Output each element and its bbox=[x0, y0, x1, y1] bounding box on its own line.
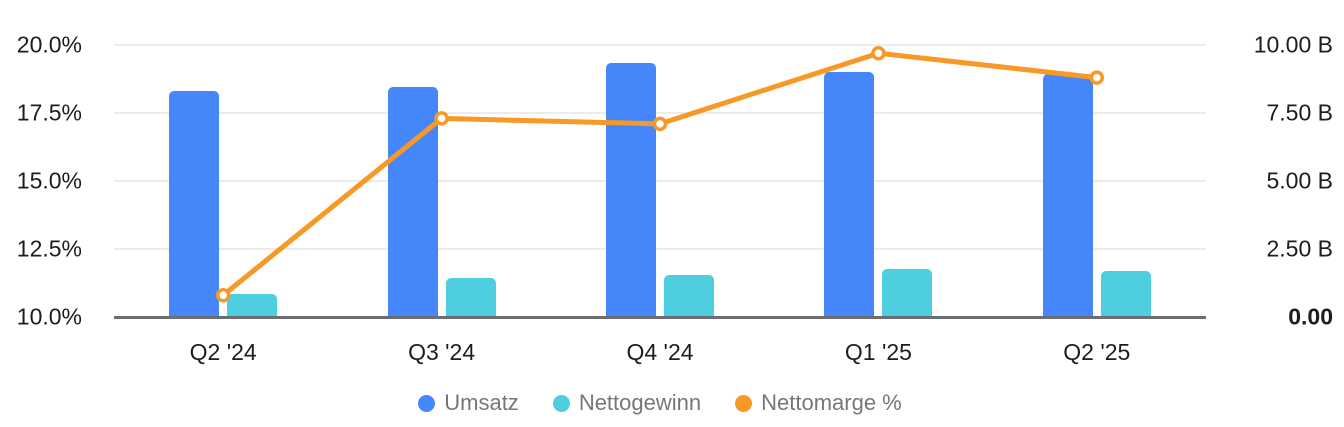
line-point-marker[interactable] bbox=[434, 111, 449, 126]
plot-area bbox=[114, 44, 1206, 319]
left-axis-tick: 15.0% bbox=[16, 167, 82, 194]
legend-dot-icon bbox=[418, 394, 436, 412]
x-axis-label: Q2 '25 bbox=[1063, 339, 1131, 365]
line-point-marker[interactable] bbox=[652, 116, 668, 132]
x-axis-label: Q2 '24 bbox=[189, 339, 257, 365]
right-axis-tick: 5.00 B bbox=[1266, 167, 1334, 194]
legend: Umsatz Nettogewinn Nettomarge % bbox=[114, 388, 1206, 418]
bar-nettogewinn[interactable] bbox=[227, 293, 278, 317]
legend-item-umsatz[interactable]: Umsatz bbox=[418, 392, 519, 414]
bar-nettogewinn[interactable] bbox=[1100, 271, 1151, 317]
line-point-marker[interactable] bbox=[871, 45, 886, 61]
left-axis-tick: 10.0% bbox=[16, 303, 82, 330]
bar-nettogewinn[interactable] bbox=[445, 278, 496, 317]
x-axis: Q2 '24 Q3 '24 Q4 '24 Q1 '25 Q2 '25 bbox=[114, 338, 1206, 366]
left-axis-tick: 20.0% bbox=[16, 31, 82, 58]
right-axis-tick: 0.00 bbox=[1288, 303, 1333, 330]
margin-line bbox=[220, 50, 1100, 298]
gridline bbox=[114, 180, 1206, 182]
bar-umsatz[interactable] bbox=[824, 72, 875, 317]
x-axis-line bbox=[114, 316, 1206, 319]
x-axis-label: Q4 '24 bbox=[626, 339, 694, 365]
line-series bbox=[215, 45, 1105, 303]
x-axis-label: Q1 '25 bbox=[844, 339, 912, 365]
legend-label: Nettogewinn bbox=[578, 390, 702, 415]
right-axis-tick: 10.00 B bbox=[1253, 31, 1333, 58]
legend-dot-icon bbox=[552, 394, 570, 412]
legend-label: Nettomarge % bbox=[761, 390, 902, 415]
bar-nettogewinn[interactable] bbox=[882, 269, 933, 317]
right-axis: 10.00 B 7.50 B 5.00 B 2.50 B 0.00 bbox=[1213, 33, 1334, 328]
x-axis-label: Q3 '24 bbox=[408, 339, 476, 365]
legend-item-nettomarge[interactable]: Nettomarge % bbox=[735, 392, 902, 414]
gridline bbox=[114, 248, 1206, 250]
gridline bbox=[114, 112, 1206, 114]
bar-umsatz[interactable] bbox=[1042, 73, 1093, 317]
legend-item-nettogewinn[interactable]: Nettogewinn bbox=[552, 390, 702, 415]
bar-umsatz[interactable] bbox=[169, 91, 220, 317]
bar-umsatz[interactable] bbox=[606, 62, 656, 317]
line-point-marker[interactable] bbox=[215, 287, 231, 303]
line-point-marker[interactable] bbox=[1089, 70, 1105, 85]
left-axis-tick: 12.5% bbox=[16, 235, 82, 262]
legend-label: Umsatz bbox=[444, 390, 519, 415]
gridline bbox=[114, 44, 1206, 46]
left-axis: 20.0% 17.5% 15.0% 12.5% 10.0% bbox=[0, 33, 88, 328]
right-axis-tick: 7.50 B bbox=[1266, 99, 1334, 126]
left-axis-tick: 17.5% bbox=[16, 99, 82, 126]
bar-nettogewinn[interactable] bbox=[664, 274, 714, 317]
legend-dot-icon bbox=[735, 394, 753, 412]
right-axis-tick: 2.50 B bbox=[1266, 235, 1334, 262]
